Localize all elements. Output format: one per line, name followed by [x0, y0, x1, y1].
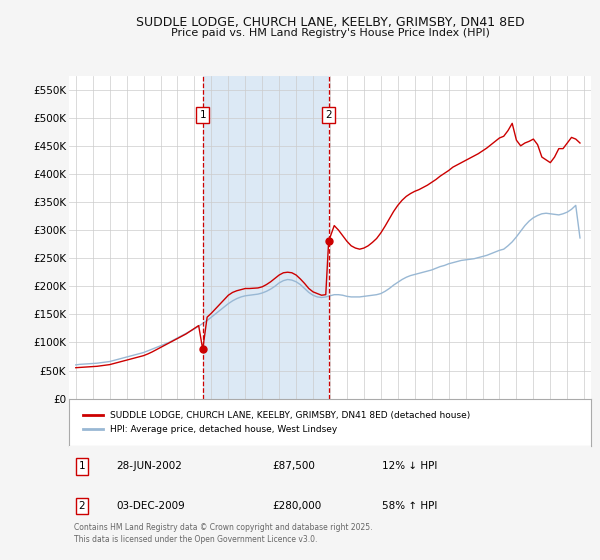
Text: 28-JUN-2002: 28-JUN-2002: [116, 461, 182, 472]
Text: £87,500: £87,500: [272, 461, 316, 472]
Text: SUDDLE LODGE, CHURCH LANE, KEELBY, GRIMSBY, DN41 8ED: SUDDLE LODGE, CHURCH LANE, KEELBY, GRIMS…: [136, 16, 524, 29]
Text: 03-DEC-2009: 03-DEC-2009: [116, 501, 185, 511]
Text: 2: 2: [325, 110, 332, 120]
Text: 12% ↓ HPI: 12% ↓ HPI: [382, 461, 437, 472]
Text: 2: 2: [79, 501, 85, 511]
Legend: SUDDLE LODGE, CHURCH LANE, KEELBY, GRIMSBY, DN41 8ED (detached house), HPI: Aver: SUDDLE LODGE, CHURCH LANE, KEELBY, GRIMS…: [79, 407, 475, 438]
Text: 1: 1: [199, 110, 206, 120]
Text: Price paid vs. HM Land Registry's House Price Index (HPI): Price paid vs. HM Land Registry's House …: [170, 28, 490, 38]
Text: 1: 1: [79, 461, 85, 472]
Text: Contains HM Land Registry data © Crown copyright and database right 2025.
This d: Contains HM Land Registry data © Crown c…: [74, 522, 373, 544]
Bar: [203, 76, 329, 399]
Text: £280,000: £280,000: [272, 501, 322, 511]
Text: 58% ↑ HPI: 58% ↑ HPI: [382, 501, 437, 511]
